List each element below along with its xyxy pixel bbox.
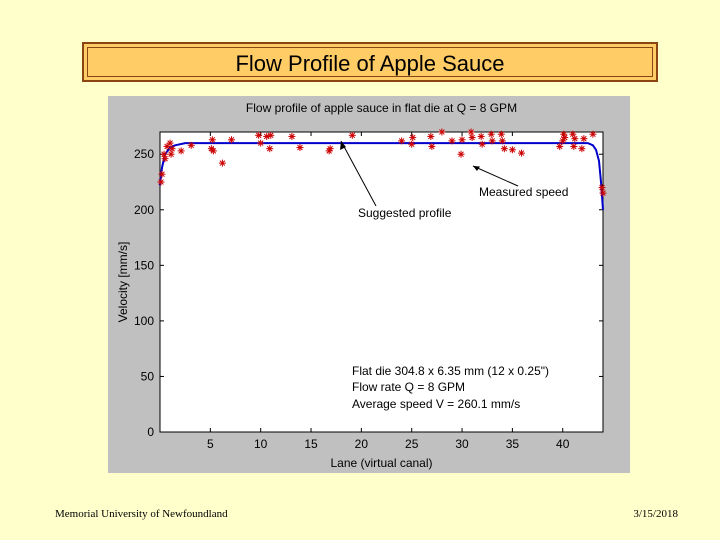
measured-point <box>561 134 569 142</box>
measured-point <box>468 134 476 142</box>
measured-point <box>158 170 166 178</box>
measured-speed-arrowhead <box>473 166 480 171</box>
chart-title: Flow profile of apple sauce in flat die … <box>246 101 517 115</box>
y-tick-label: 250 <box>134 147 154 161</box>
x-tick-label: 15 <box>304 437 318 451</box>
measured-point <box>560 130 568 138</box>
footer-date: 3/15/2018 <box>633 508 678 520</box>
measured-point <box>467 128 475 136</box>
measured-point <box>487 130 495 138</box>
measured-point <box>177 147 185 155</box>
measured-point <box>599 189 607 197</box>
x-tick-label: 5 <box>207 437 214 451</box>
measured-point <box>570 142 578 150</box>
measured-point <box>458 136 466 144</box>
x-axis-label: Lane (virtual canal) <box>330 456 432 470</box>
measured-point <box>348 131 356 139</box>
measured-point <box>409 134 417 142</box>
measured-point <box>167 150 175 158</box>
measured-point <box>457 150 465 158</box>
measured-point <box>157 178 165 186</box>
measured-speed-arrow <box>472 165 519 187</box>
measured-point <box>427 132 435 140</box>
measured-point <box>288 132 296 140</box>
measured-point <box>398 137 406 145</box>
x-tick-label: 30 <box>455 437 469 451</box>
y-tick-label: 50 <box>141 369 155 383</box>
measured-point <box>488 137 496 145</box>
measured-point <box>589 130 597 138</box>
measured-point <box>477 132 485 140</box>
measured-point <box>408 140 416 148</box>
measured-point <box>478 140 486 148</box>
measured-point <box>257 139 265 147</box>
measured-point <box>160 150 168 158</box>
suggested-profile-arrowhead <box>340 141 346 150</box>
measured-point <box>326 145 334 153</box>
annotation-layer: Measured speed Suggested profile <box>340 140 568 220</box>
measured-point <box>296 144 304 152</box>
y-axis-label: Velocity [mm/s] <box>116 242 130 323</box>
measured-point <box>227 136 235 144</box>
measured-point <box>168 145 176 153</box>
measured-point <box>266 145 274 153</box>
x-tick-label: 25 <box>405 437 419 451</box>
measured-point <box>209 147 217 155</box>
measured-speed-label: Measured speed <box>479 185 568 199</box>
info-text-line-3: Average speed V = 260.1 mm/s <box>352 397 520 411</box>
measured-point <box>571 135 579 143</box>
y-tick-label: 200 <box>134 203 154 217</box>
info-text-line-2: Flow rate Q = 8 GPM <box>352 380 465 394</box>
suggested-profile-arrow <box>340 140 377 207</box>
measured-point <box>267 131 275 139</box>
measured-point <box>208 136 216 144</box>
measured-point <box>580 135 588 143</box>
measured-point <box>556 142 564 150</box>
measured-point <box>428 142 436 150</box>
footer-institution: Memorial University of Newfoundland <box>55 508 228 520</box>
measured-point <box>187 141 195 149</box>
info-text-line-1: Flat die 304.8 x 6.35 mm (12 x 0.25") <box>352 364 549 378</box>
measured-point <box>498 137 506 145</box>
measured-point <box>598 184 606 192</box>
measured-point <box>161 155 169 163</box>
measured-point <box>438 128 446 136</box>
measured-point <box>448 137 456 145</box>
y-tick-label: 0 <box>147 425 154 439</box>
measured-point <box>255 131 263 139</box>
velocity-chart: Flow profile of apple sauce in flat die … <box>116 101 607 470</box>
measured-points-layer <box>157 128 607 197</box>
axis-ticks: 5 10 15 20 25 30 35 40 0 50 100 150 200 250 <box>134 132 603 451</box>
measured-point <box>578 145 586 153</box>
x-tick-label: 35 <box>506 437 520 451</box>
measured-point <box>500 145 508 153</box>
x-tick-label: 40 <box>556 437 570 451</box>
measured-point <box>508 146 516 154</box>
y-tick-label: 150 <box>134 258 154 272</box>
measured-point <box>517 149 525 157</box>
measured-point <box>218 159 226 167</box>
measured-point <box>166 139 174 147</box>
slide-title: Flow Profile of Apple Sauce <box>235 51 505 76</box>
measured-point <box>497 130 505 138</box>
y-tick-label: 100 <box>134 314 154 328</box>
slide-title-box: Flow Profile of Apple Sauce <box>82 42 658 82</box>
suggested-profile-label: Suggested profile <box>358 206 452 220</box>
plot-area <box>159 131 604 433</box>
x-tick-label: 20 <box>355 437 369 451</box>
x-tick-label: 10 <box>254 437 268 451</box>
measured-point <box>263 132 271 140</box>
figure-window: Flow profile of apple sauce in flat die … <box>108 96 630 473</box>
